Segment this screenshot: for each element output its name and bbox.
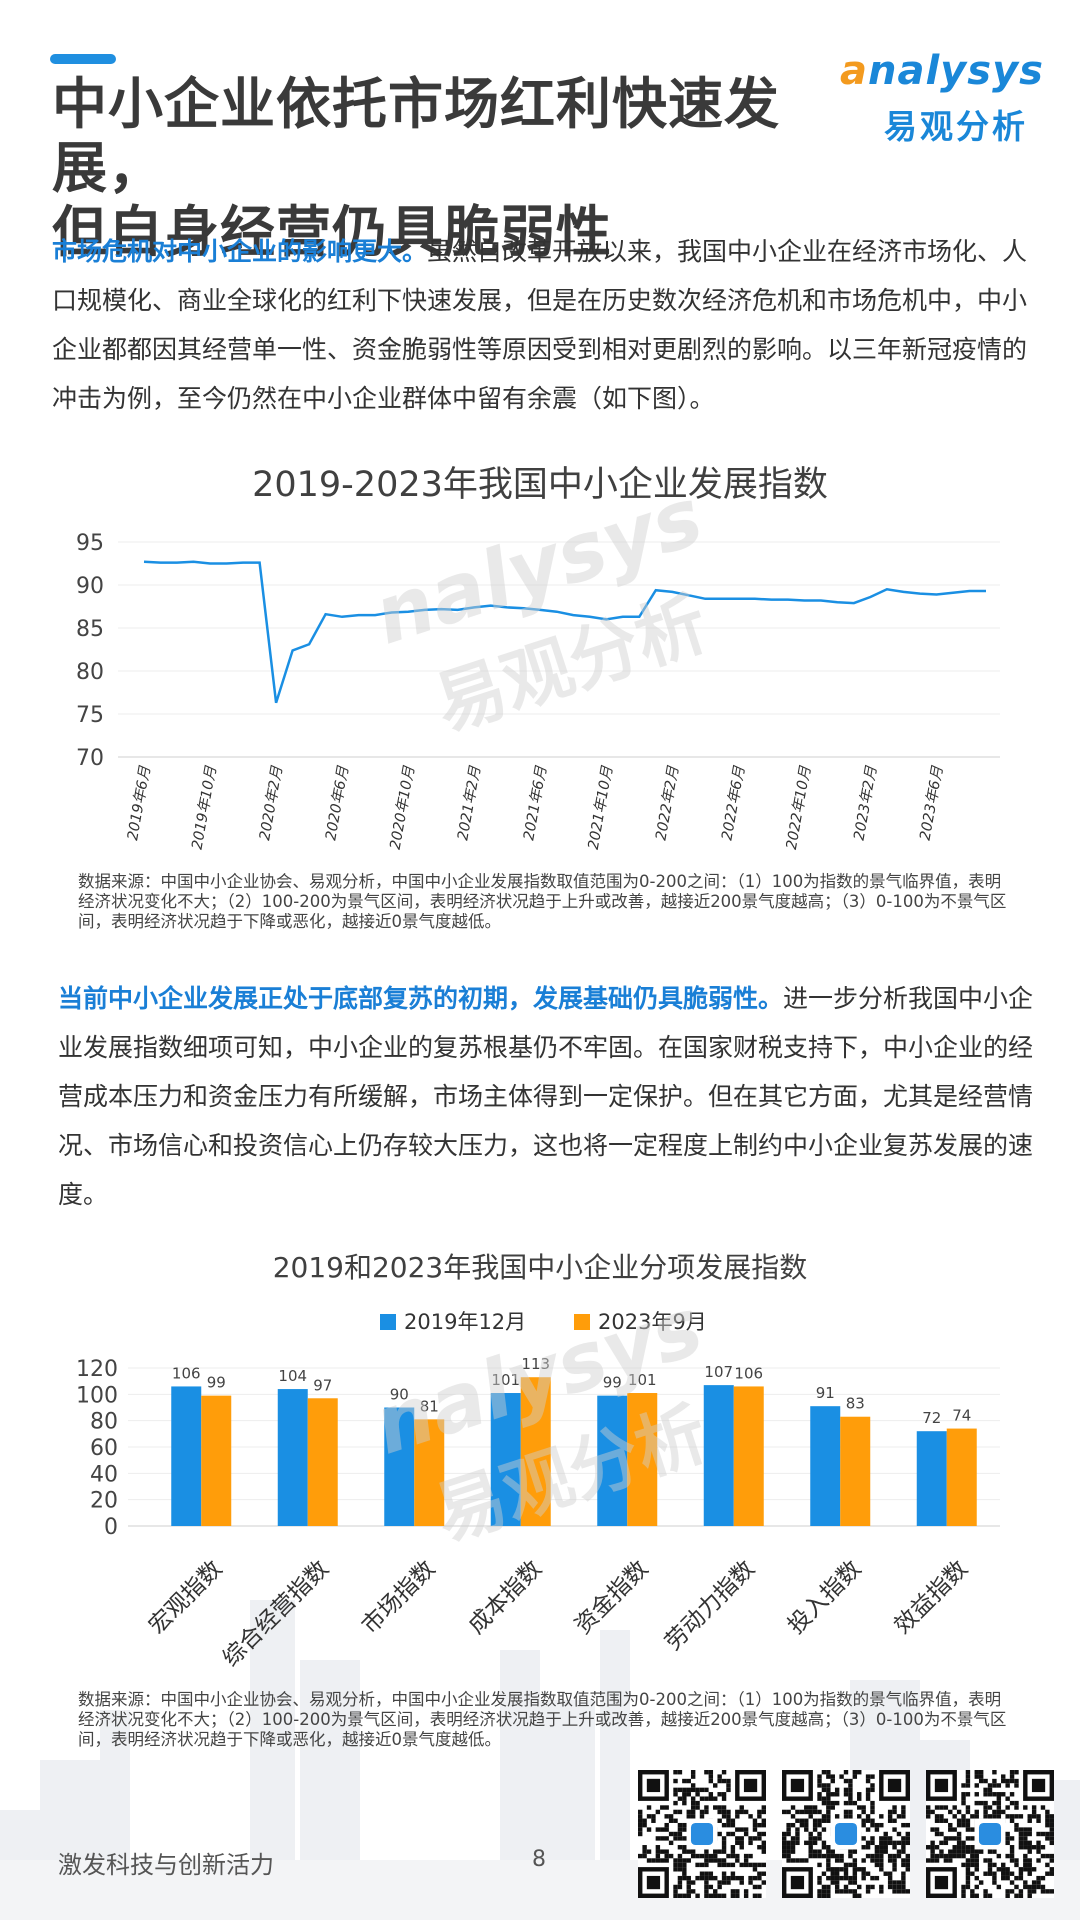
category-label: 市场指数 <box>357 1556 440 1639</box>
y-tick-label: 70 <box>76 746 104 771</box>
intro-paragraph: 市场危机对中小企业的影响更大。虽然自改革开放以来，我国中小企业在经济市场化、人口… <box>52 227 1037 423</box>
analysis-lead: 当前中小企业发展正处于底部复苏的初期，发展基础仍具脆弱性。 <box>58 984 784 1013</box>
x-tick-label: 2021年6月 <box>520 764 550 841</box>
bar-value-label: 99 <box>207 1374 226 1392</box>
y-tick-label: 90 <box>76 574 104 599</box>
qr-code-1 <box>638 1770 766 1898</box>
y-tick-label: 95 <box>76 531 104 556</box>
y-tick-label: 85 <box>76 617 104 642</box>
bar-2019 <box>384 1407 415 1526</box>
title-line-1: 中小企业依托市场红利快速发展， <box>52 72 781 200</box>
line-chart-title: 2019-2023年我国中小企业发展指数 <box>252 465 828 505</box>
y-tick-label: 40 <box>90 1462 118 1487</box>
category-label: 效益指数 <box>890 1556 973 1639</box>
bar-value-label: 106 <box>172 1364 201 1382</box>
bar-2023 <box>201 1395 232 1526</box>
legend-label-2019: 2019年12月 <box>404 1310 526 1334</box>
bar-value-label: 90 <box>390 1386 409 1404</box>
line-series-sme-index <box>143 560 986 704</box>
bar-2019 <box>916 1431 947 1526</box>
qr-code-2 <box>782 1770 910 1898</box>
legend-swatch-2019 <box>380 1314 396 1330</box>
bar-2023 <box>840 1416 871 1526</box>
analysys-logo: analysys 易观分析 <box>840 48 1043 148</box>
category-label: 劳动力指数 <box>660 1556 760 1656</box>
y-tick-label: 100 <box>76 1383 118 1408</box>
bar-value-label: 97 <box>313 1376 332 1394</box>
category-label: 宏观指数 <box>144 1556 227 1639</box>
logo-wordmark: nalysys <box>868 48 1044 94</box>
legend-label-2023: 2023年9月 <box>598 1310 707 1334</box>
x-tick-label: 2019年6月 <box>124 764 154 841</box>
category-label: 资金指数 <box>570 1556 653 1639</box>
bar-2023 <box>520 1377 551 1526</box>
x-tick-label: 2021年2月 <box>454 764 484 841</box>
x-tick-label: 2019年10月 <box>189 764 220 851</box>
legend-swatch-2023 <box>574 1314 590 1330</box>
bar-chart-title: 2019和2023年我国中小企业分项发展指数 <box>272 1251 808 1284</box>
bar-value-label: 72 <box>922 1409 941 1427</box>
bar-value-label: 113 <box>521 1355 550 1373</box>
bar-2019 <box>277 1389 308 1526</box>
bar-2023 <box>627 1393 658 1526</box>
bar-legend: 2019年12月 2023年9月 <box>380 1310 707 1334</box>
category-label: 成本指数 <box>464 1556 547 1639</box>
bar-2019 <box>597 1395 628 1526</box>
bar-value-label: 91 <box>816 1384 835 1402</box>
bar-2019 <box>810 1406 841 1526</box>
bar-value-label: 104 <box>278 1367 307 1385</box>
analysis-paragraph: 当前中小企业发展正处于底部复苏的初期，发展基础仍具脆弱性。进一步分析我国中小企业… <box>58 974 1043 1219</box>
x-tick-label: 2022年2月 <box>652 764 682 841</box>
page-title: 中小企业依托市场红利快速发展， 但自身经营仍具脆弱性 <box>52 72 852 264</box>
bar-2023 <box>733 1386 764 1526</box>
logo-chinese: 易观分析 <box>884 107 1028 146</box>
y-tick-label: 20 <box>90 1489 118 1514</box>
bar-2019 <box>703 1385 734 1526</box>
qr-code-3 <box>926 1770 1054 1898</box>
bar-2019 <box>171 1386 202 1526</box>
y-tick-label: 120 <box>76 1357 118 1382</box>
x-tick-label: 2021年10月 <box>585 764 616 851</box>
bar-2023 <box>414 1419 445 1526</box>
data-source-note-2: 数据来源：中国中小企业协会、易观分析，中国中小企业发展指数取值范围为0-200之… <box>78 1690 1007 1749</box>
bar-2019 <box>490 1393 521 1526</box>
x-tick-label: 2023年2月 <box>851 764 881 841</box>
bar-value-label: 101 <box>491 1371 520 1389</box>
bar-2023 <box>946 1428 977 1526</box>
x-tick-label: 2022年6月 <box>719 764 749 841</box>
bar-value-label: 106 <box>734 1364 763 1382</box>
intro-body: 虽然自改革开放以来，我国中小企业在经济市场化、人口规模化、商业全球化的红利下快速… <box>52 237 1028 413</box>
title-line-2: 但自身经营仍具脆弱性 <box>52 200 613 264</box>
y-tick-label: 80 <box>76 660 104 685</box>
bar-value-label: 101 <box>628 1371 657 1389</box>
x-tick-label: 2022年10月 <box>783 764 814 851</box>
bar-value-label: 74 <box>952 1407 971 1425</box>
bar-value-label: 107 <box>704 1363 733 1381</box>
x-tick-label: 2023年6月 <box>917 764 947 841</box>
page-number: 8 <box>532 1847 546 1872</box>
bar-value-label: 83 <box>846 1395 865 1413</box>
footer-slogan: 激发科技与创新活力 <box>58 1851 274 1879</box>
y-tick-label: 60 <box>90 1436 118 1461</box>
category-label: 综合经营指数 <box>218 1556 334 1672</box>
y-tick-label: 80 <box>90 1410 118 1435</box>
intro-lead: 市场危机对中小企业的影响更大。 <box>52 237 428 266</box>
analysis-body: 进一步分析我国中小企业发展指数细项可知，中小企业的复苏根基仍不牢固。在国家财税支… <box>58 984 1034 1209</box>
x-tick-label: 2020年2月 <box>256 764 286 841</box>
bar-value-label: 99 <box>603 1374 622 1392</box>
category-label: 投入指数 <box>783 1556 866 1639</box>
bar-2023 <box>307 1398 338 1526</box>
title-accent-bar <box>50 54 116 64</box>
logo-letter-a: a <box>840 48 868 94</box>
x-tick-label: 2020年10月 <box>387 764 418 851</box>
data-source-note-1: 数据来源：中国中小企业协会、易观分析，中国中小企业发展指数取值范围为0-200之… <box>78 872 1007 931</box>
y-tick-label: 75 <box>76 703 104 728</box>
y-tick-label: 0 <box>104 1515 118 1540</box>
bar-value-label: 81 <box>420 1397 439 1415</box>
line-chart: 95 90 85 80 75 70 2019年6月 2019年10月 2020年2月 2020年… <box>76 531 1000 851</box>
x-tick-label: 2020年6月 <box>322 764 352 841</box>
